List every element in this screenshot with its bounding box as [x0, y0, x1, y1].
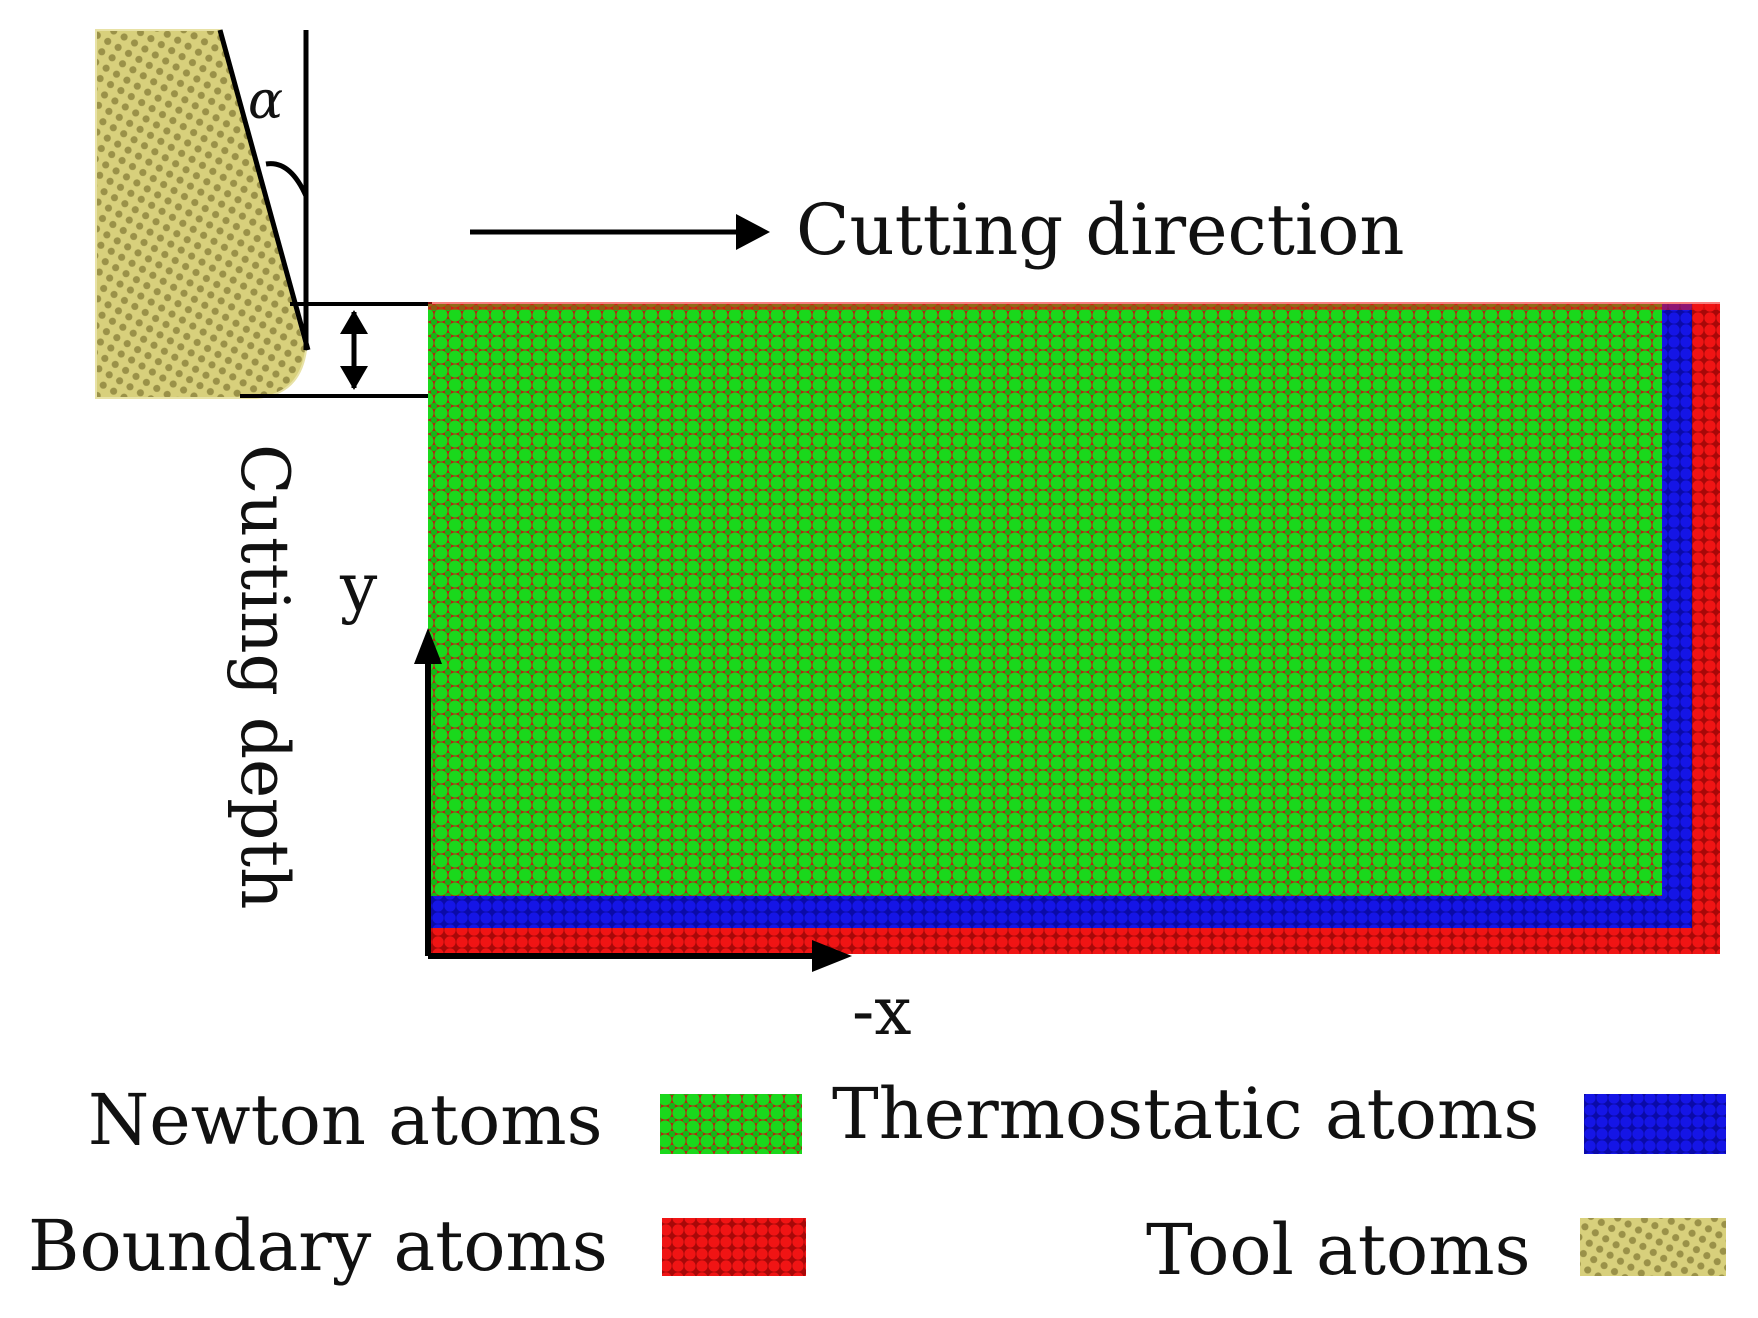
legend-label-newton: Newton atoms	[88, 1079, 603, 1161]
cutting-direction-arrowhead	[736, 214, 770, 250]
legend: Newton atoms Thermostatic atoms Boundary…	[28, 1073, 1726, 1291]
legend-label-tool: Tool atoms	[1146, 1209, 1531, 1291]
x-axis-label: -x	[852, 973, 912, 1050]
legend-item-thermostatic: Thermostatic atoms	[832, 1073, 1726, 1155]
depth-arrowhead-up	[340, 310, 368, 334]
workpiece	[428, 302, 1720, 954]
legend-swatch-tool	[1580, 1218, 1726, 1276]
legend-label-thermostatic: Thermostatic atoms	[832, 1073, 1539, 1155]
tool-rake-face-line	[217, 29, 311, 351]
depth-arrowhead-down	[340, 366, 368, 390]
legend-swatch-newton	[660, 1094, 802, 1154]
legend-swatch-boundary	[662, 1218, 806, 1276]
legend-label-boundary: Boundary atoms	[28, 1205, 608, 1287]
surface-boundary-row	[428, 302, 1720, 310]
y-axis-label: y	[339, 549, 378, 626]
rake-angle-symbol: α	[248, 71, 283, 131]
x-axis-arrowhead	[812, 940, 852, 972]
y-axis-arrowhead	[414, 628, 442, 664]
cutting-depth-indicator: Cutting depth	[226, 302, 432, 909]
coordinate-axes: y -x	[339, 549, 912, 1050]
legend-item-newton: Newton atoms	[88, 1079, 802, 1161]
cutting-direction-label: Cutting direction	[796, 189, 1404, 271]
newton-atoms-region	[428, 304, 1662, 896]
cutting-depth-label: Cutting depth	[226, 444, 303, 909]
cutting-tool: α	[95, 29, 311, 399]
cutting-direction: Cutting direction	[470, 189, 1404, 271]
legend-swatch-thermostatic	[1584, 1094, 1726, 1154]
legend-item-tool: Tool atoms	[1146, 1209, 1726, 1291]
rake-angle-arc	[265, 161, 309, 198]
legend-item-boundary: Boundary atoms	[28, 1205, 806, 1287]
